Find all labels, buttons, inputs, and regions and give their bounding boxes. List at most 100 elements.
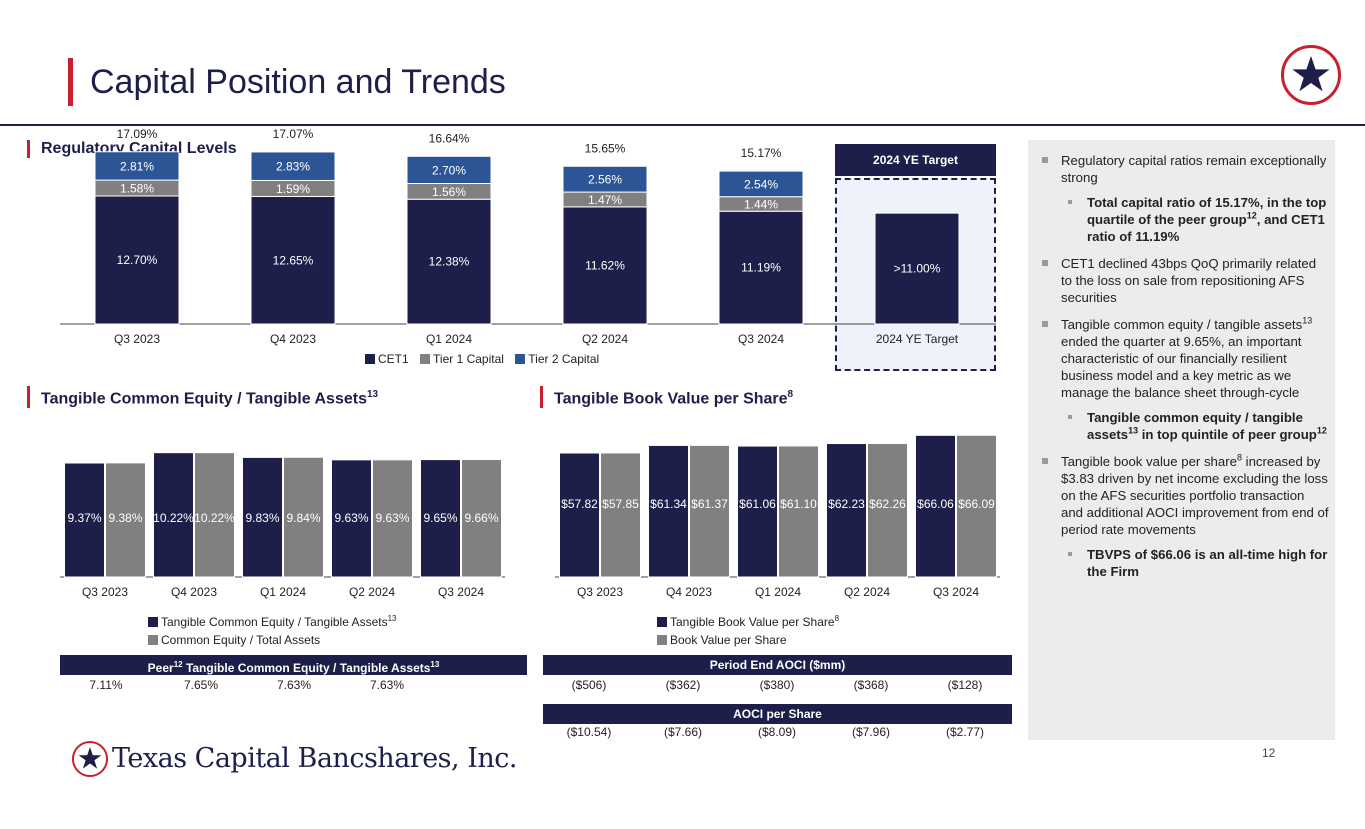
- tbv-x-tick: Q3 2023: [577, 585, 623, 599]
- reg-x-tick: Q3 2023: [114, 332, 160, 346]
- tbv-bar: [915, 434, 956, 578]
- legend-tbv-tangible: Tangible Book Value per Share8: [657, 610, 839, 631]
- aoci-ps-value: ($7.66): [663, 725, 703, 739]
- reg-bar-label: 1.58%: [120, 182, 154, 196]
- tce-x-tick: Q2 2024: [349, 585, 395, 599]
- reg-bar-label: 2.83%: [276, 160, 310, 174]
- aoci-value: ($368): [853, 678, 889, 692]
- reg-x-tick: Q3 2024: [738, 332, 784, 346]
- tbv-bar-label: $61.34: [650, 497, 687, 511]
- tbv-bar-label: $57.85: [602, 497, 639, 511]
- tbv-bar: [867, 442, 908, 578]
- tce-bar-label: 9.65%: [423, 511, 457, 525]
- bullet-item: Tangible common equity / tangible assets…: [1040, 316, 1330, 401]
- tce-bar-label: 9.83%: [245, 511, 279, 525]
- footer-star-icon: [72, 741, 108, 777]
- tbv-x-tick: Q4 2023: [666, 585, 712, 599]
- reg-x-tick: Q2 2024: [582, 332, 628, 346]
- tce-x-tick: Q3 2024: [438, 585, 484, 599]
- tce-bar: [461, 458, 502, 578]
- reg-bar-tier-2-capital: [562, 165, 648, 193]
- tbv-bar-label: $57.82: [561, 497, 598, 511]
- tbv-bar: [689, 444, 730, 578]
- tbv-bar-label: $66.09: [958, 497, 995, 511]
- reg-bar-label: 12.38%: [429, 255, 470, 269]
- reg-bar-tier-2-capital: [406, 155, 492, 185]
- reg-legend: CET1 Tier 1 Capital Tier 2 Capital: [365, 352, 607, 366]
- tbv-bar-label: $66.06: [917, 497, 954, 511]
- page-title: Capital Position and Trends: [90, 63, 506, 101]
- tce-bar: [105, 462, 146, 578]
- reg-bar-label: 12.70%: [117, 253, 158, 267]
- peer-value: 7.65%: [183, 678, 219, 692]
- page-number: 12: [1262, 746, 1276, 760]
- header-divider: [0, 124, 1365, 126]
- commentary-bullets: Regulatory capital ratios remain excepti…: [1040, 152, 1330, 590]
- legend-tce-tangible: Tangible Common Equity / Tangible Assets…: [148, 610, 396, 631]
- aoci-ps-value: ($7.96): [851, 725, 891, 739]
- aoci-per-share-band: AOCI per Share: [543, 704, 1012, 724]
- tce-bar-label: 9.84%: [286, 511, 320, 525]
- reg-bar-label: 1.47%: [588, 193, 622, 207]
- reg-bar-label: 1.59%: [276, 182, 310, 196]
- peer-value: 7.63%: [276, 678, 312, 692]
- tbv-bar-label: $62.23: [828, 497, 865, 511]
- tce-bar: [194, 452, 235, 578]
- tce-x-tick: Q1 2024: [260, 585, 306, 599]
- tce-x-tick: Q4 2023: [171, 585, 217, 599]
- reg-bar-cet1: [562, 206, 648, 325]
- aoci-value: ($506): [571, 678, 607, 692]
- ye-target-header: 2024 YE Target: [835, 144, 996, 176]
- tbv-bar-label: $62.26: [869, 497, 906, 511]
- legend-tce-common: Common Equity / Total Assets: [148, 631, 396, 649]
- reg-bar-label: 2.70%: [432, 163, 466, 177]
- star-logo-icon: [1281, 45, 1341, 105]
- reg-bar-label: 2.81%: [120, 159, 154, 173]
- reg-bar-tier-2-capital: [250, 151, 336, 181]
- bullet-item: Tangible book value per share8 increased…: [1040, 453, 1330, 538]
- peer-value: 7.63%: [369, 678, 405, 692]
- reg-bar-cet1: [250, 196, 336, 325]
- tce-bar-label: 9.66%: [464, 511, 498, 525]
- tce-bar: [331, 459, 372, 578]
- tce-heading: Tangible Common Equity / Tangible Assets…: [27, 386, 378, 409]
- tbv-bar: [826, 443, 867, 578]
- reg-bar-tier-2-capital: [94, 151, 180, 181]
- tce-bar: [242, 456, 283, 578]
- aoci-value: ($128): [947, 678, 983, 692]
- company-name: Texas Capital Bancshares, Inc.: [112, 743, 517, 774]
- tce-bar: [283, 456, 324, 578]
- peer-value: 7.11%: [89, 678, 123, 692]
- reg-bar-label: 12.65%: [273, 253, 314, 267]
- sub-bullet-item: Total capital ratio of 15.17%, in the to…: [1040, 194, 1330, 245]
- tbv-bar: [737, 445, 778, 578]
- reg-x-tick: Q4 2023: [270, 332, 316, 346]
- tbv-bar: [600, 452, 641, 578]
- regulatory-capital-heading: Regulatory Capital Levels: [27, 140, 237, 158]
- bullet-item: Regulatory capital ratios remain excepti…: [1040, 152, 1330, 186]
- reg-bar-tier-2-capital: [718, 170, 804, 198]
- sub-bullet-item: Tangible common equity / tangible assets…: [1040, 409, 1330, 443]
- tce-bar-label: 9.63%: [334, 511, 368, 525]
- tce-bar-label: 10.22%: [153, 511, 194, 525]
- reg-bar-label: >11.00%: [894, 262, 941, 276]
- tce-bar-label: 9.63%: [375, 511, 409, 525]
- tbv-x-tick: Q3 2024: [933, 585, 979, 599]
- aoci-ps-value: ($10.54): [566, 725, 612, 739]
- aoci-value: ($380): [759, 678, 795, 692]
- reg-bar-cet1: [406, 198, 492, 325]
- peer-tce-band: Peer12 Tangible Common Equity / Tangible…: [60, 655, 527, 675]
- reg-bar-label: 1.56%: [432, 185, 466, 199]
- tbv-heading: Tangible Book Value per Share8: [540, 386, 793, 409]
- tce-legend: Tangible Common Equity / Tangible Assets…: [148, 610, 396, 649]
- aoci-value: ($362): [665, 678, 701, 692]
- tce-bar: [420, 459, 461, 578]
- tbv-legend: Tangible Book Value per Share8 Book Valu…: [657, 610, 839, 649]
- legend-cet1: CET1: [365, 352, 409, 366]
- aoci-ps-value: ($2.77): [945, 725, 985, 739]
- reg-total-label: 16.64%: [429, 131, 470, 145]
- reg-total-label: 17.09%: [117, 127, 158, 141]
- tbv-bar: [778, 445, 819, 578]
- reg-bar-label: 2.56%: [588, 173, 622, 187]
